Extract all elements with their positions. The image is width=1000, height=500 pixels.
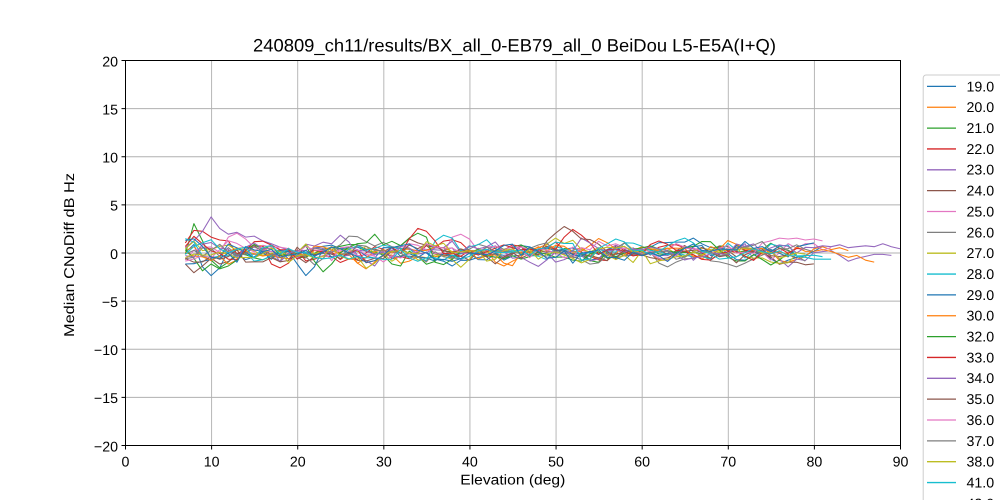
svg-text:29.0: 29.0 <box>967 288 995 304</box>
svg-text:10: 10 <box>102 151 118 167</box>
svg-text:−20: −20 <box>94 439 118 455</box>
svg-text:38.0: 38.0 <box>967 455 995 471</box>
svg-text:27.0: 27.0 <box>967 246 995 262</box>
svg-text:80: 80 <box>806 455 822 471</box>
svg-text:Median CNoDiff dB Hz: Median CNoDiff dB Hz <box>62 173 78 337</box>
svg-text:20.0: 20.0 <box>967 100 995 116</box>
svg-text:25.0: 25.0 <box>967 204 995 220</box>
svg-text:22.0: 22.0 <box>967 142 995 158</box>
svg-text:30.0: 30.0 <box>967 309 995 325</box>
svg-text:32.0: 32.0 <box>967 330 995 346</box>
svg-text:20: 20 <box>290 455 306 471</box>
svg-text:24.0: 24.0 <box>967 184 995 200</box>
svg-text:60: 60 <box>634 455 650 471</box>
svg-text:15: 15 <box>102 102 118 118</box>
svg-text:−15: −15 <box>94 391 118 407</box>
svg-text:10: 10 <box>204 455 220 471</box>
svg-text:42.0: 42.0 <box>967 496 995 500</box>
svg-text:21.0: 21.0 <box>967 121 995 137</box>
svg-text:70: 70 <box>720 455 736 471</box>
svg-text:20: 20 <box>102 54 118 70</box>
svg-text:36.0: 36.0 <box>967 413 995 429</box>
svg-text:Elevation (deg): Elevation (deg) <box>460 473 565 489</box>
svg-text:30: 30 <box>376 455 392 471</box>
svg-text:5: 5 <box>110 199 118 215</box>
svg-text:−5: −5 <box>102 295 118 311</box>
svg-text:40: 40 <box>462 455 478 471</box>
svg-text:35.0: 35.0 <box>967 392 995 408</box>
svg-text:28.0: 28.0 <box>967 267 995 283</box>
svg-text:50: 50 <box>548 455 564 471</box>
svg-text:−10: −10 <box>94 343 118 359</box>
svg-text:33.0: 33.0 <box>967 350 995 366</box>
svg-text:41.0: 41.0 <box>967 475 995 491</box>
svg-text:240809_ch11/results/BX_all_0-E: 240809_ch11/results/BX_all_0-EB79_all_0 … <box>253 36 776 56</box>
svg-text:26.0: 26.0 <box>967 225 995 241</box>
svg-text:90: 90 <box>893 455 909 471</box>
svg-text:37.0: 37.0 <box>967 434 995 450</box>
svg-text:0: 0 <box>122 455 130 471</box>
svg-text:19.0: 19.0 <box>967 79 995 95</box>
svg-text:34.0: 34.0 <box>967 371 995 387</box>
svg-text:23.0: 23.0 <box>967 163 995 179</box>
svg-text:0: 0 <box>110 247 118 263</box>
